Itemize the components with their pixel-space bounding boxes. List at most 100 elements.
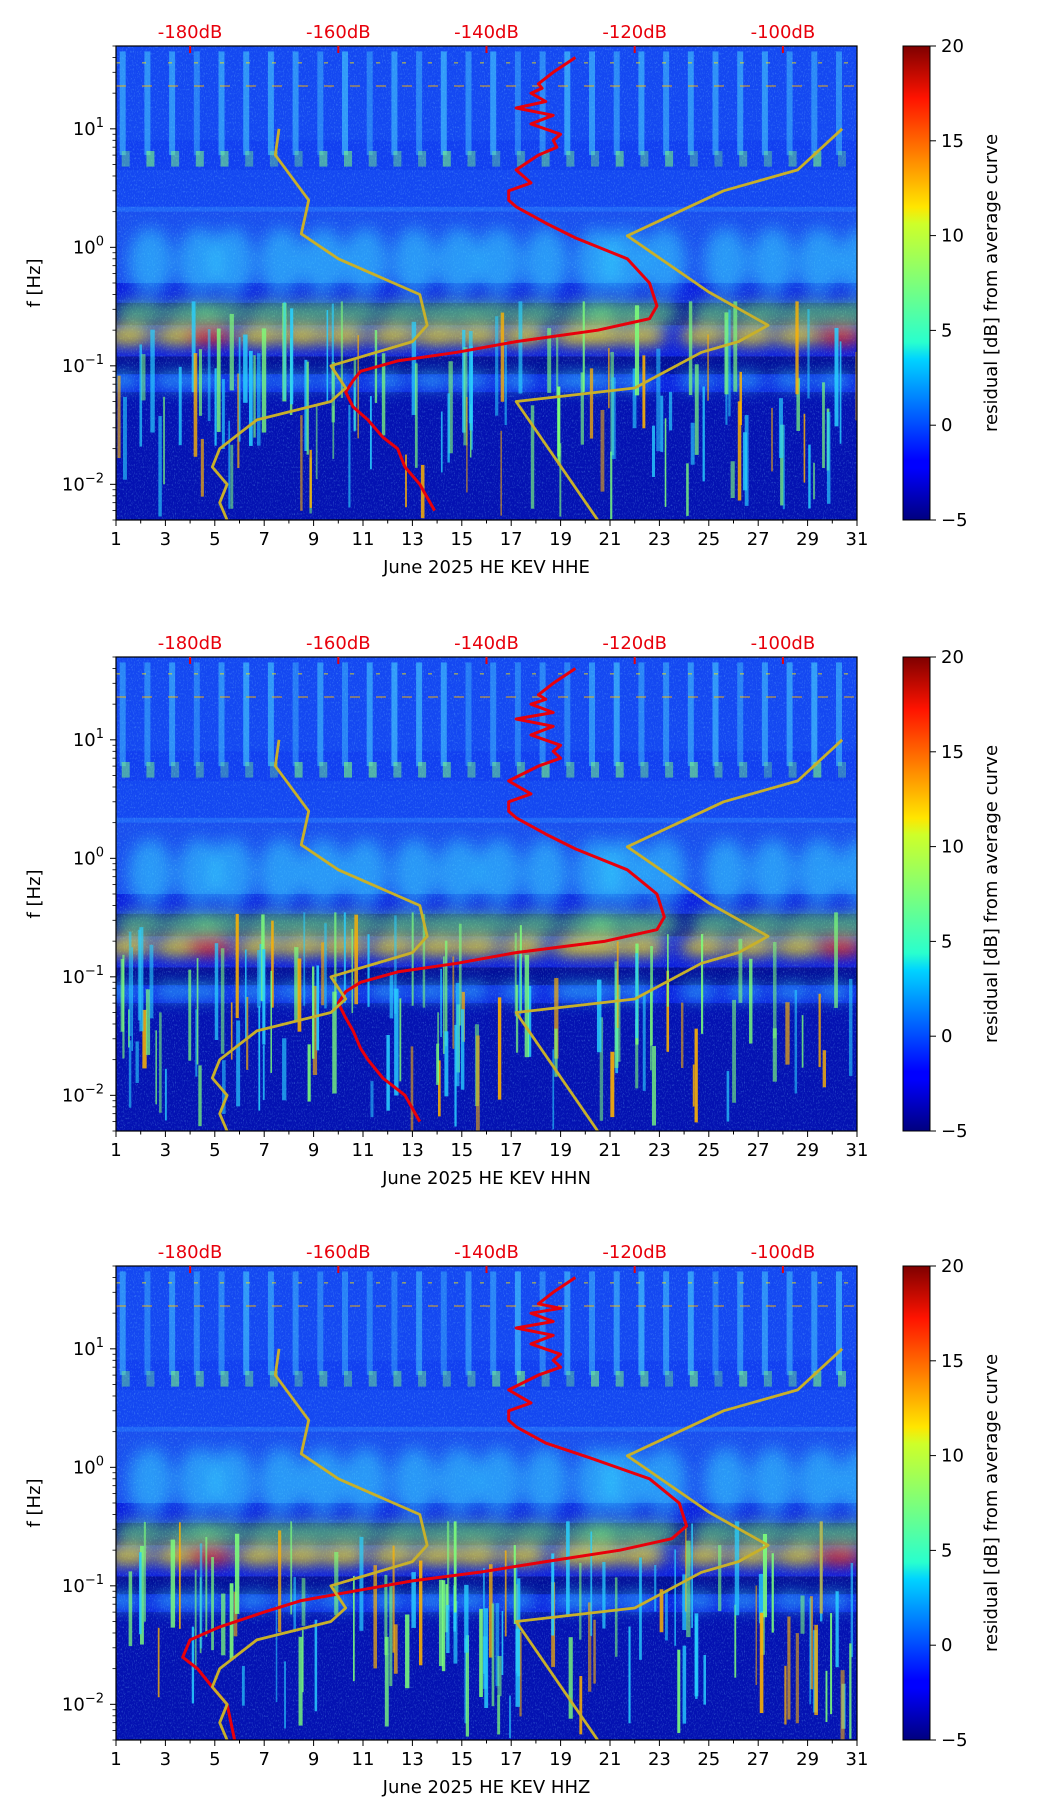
day-streak	[490, 662, 497, 767]
transient-streak	[818, 993, 821, 1068]
storm-tail	[588, 911, 641, 936]
day-streak	[811, 1271, 818, 1376]
storm-peak	[368, 326, 417, 345]
transient-streak	[728, 309, 731, 417]
transient-streak	[848, 978, 853, 1076]
day-streak	[836, 51, 843, 156]
day-streak	[712, 1271, 719, 1376]
day-streak-dot	[344, 150, 353, 167]
day-streak-dot	[195, 761, 204, 778]
storm-tail	[509, 911, 562, 936]
transient-streak	[813, 462, 815, 500]
x-tick-label: 11	[352, 1140, 375, 1161]
day-streak	[589, 51, 596, 156]
transient-streak	[632, 368, 637, 429]
storm-peak	[618, 1546, 667, 1565]
storm-plume	[703, 228, 748, 297]
transient-streak	[303, 912, 306, 1006]
transient-streak	[695, 1616, 698, 1700]
transient-streak	[262, 1045, 265, 1100]
transient-streak	[211, 1556, 214, 1651]
day-streak	[836, 662, 843, 767]
transient-streak	[301, 1578, 306, 1626]
storm-tail	[825, 300, 857, 325]
storm-low	[116, 372, 143, 389]
storm-low	[450, 1592, 491, 1609]
day-streak-dot	[492, 150, 501, 167]
x-tick-label: 19	[549, 1140, 572, 1161]
colorbar-gradient	[902, 45, 931, 521]
transient-streak	[446, 1521, 450, 1610]
spectrogram-image	[116, 1266, 857, 1740]
day-streak-dot	[121, 1370, 130, 1387]
day-streak-dot	[739, 1370, 748, 1387]
x-tick-label: 25	[697, 529, 720, 550]
transient-streak	[257, 353, 261, 446]
storm-peak	[235, 326, 284, 345]
colorbar-label: residual [dB] from average curve	[981, 1354, 1002, 1652]
transient-streak	[656, 348, 661, 452]
y-tick-base: 10	[73, 848, 96, 869]
day-streak	[366, 51, 373, 156]
transient-streak	[500, 312, 505, 402]
transient-streak	[142, 1009, 147, 1069]
transient-streak	[448, 361, 453, 454]
storm-tail	[736, 911, 789, 936]
storm-peak	[499, 1546, 548, 1565]
transient-streak	[392, 1545, 395, 1653]
day-streak-dot	[516, 1370, 525, 1387]
daily-streaks	[119, 662, 871, 778]
day-streak	[737, 51, 744, 156]
day-streak-dot	[763, 150, 772, 167]
x-tick-label: 5	[209, 1140, 220, 1161]
transient-streak	[410, 1046, 414, 1131]
transient-streak	[600, 409, 605, 492]
transient-streak	[297, 958, 302, 1032]
y-tick-base: 10	[73, 730, 96, 751]
storm-low	[183, 983, 224, 1000]
storm-peak	[773, 937, 822, 956]
x-tick-label: 21	[599, 1749, 622, 1770]
transient-streak	[734, 1604, 737, 1678]
storm-tail	[378, 911, 431, 936]
transient-streak	[616, 941, 619, 1028]
overlay-curves	[181, 1276, 844, 1740]
transient-streak	[826, 411, 831, 504]
storm-plume	[301, 839, 346, 908]
transient-streak	[195, 1009, 198, 1077]
transient-streak	[321, 942, 325, 1006]
transient-streak	[734, 1521, 740, 1616]
transient-streak	[559, 443, 562, 517]
transient-streak	[497, 1695, 501, 1735]
y-tick-label: 100	[73, 1454, 104, 1478]
transient-streak	[411, 1572, 416, 1628]
transient-streak	[614, 1577, 618, 1657]
transient-streak	[117, 375, 121, 459]
transient-streak	[469, 404, 472, 458]
transient-streak	[840, 1670, 845, 1740]
colorbar-tick-label: 5	[941, 931, 952, 952]
y-axis-label: f [Hz]	[24, 869, 45, 918]
transient-streak	[188, 969, 192, 1061]
day-streak-dot	[863, 762, 871, 778]
x-tick-label: 17	[500, 1140, 523, 1161]
storm-tail	[195, 911, 248, 936]
storm-tail	[689, 1520, 742, 1545]
x-tick-label: 1	[110, 1140, 121, 1161]
transient-streak	[290, 308, 294, 405]
transient-streak	[384, 1574, 388, 1656]
transient-streak	[290, 1521, 293, 1615]
day-streak-dot	[121, 150, 130, 167]
colorbar-label: residual [dB] from average curve	[981, 745, 1002, 1043]
storm-plume	[177, 1448, 222, 1517]
transient-streak	[216, 328, 221, 432]
transient-streak	[610, 1051, 615, 1118]
day-streak-dot	[245, 150, 254, 167]
transient-streak	[556, 335, 559, 397]
day-streak	[638, 662, 645, 767]
transient-streak	[230, 444, 234, 509]
y-tick-base: 10	[62, 1576, 85, 1597]
day-streak	[391, 662, 398, 767]
transient-streak	[367, 934, 370, 1007]
day-streak	[440, 51, 447, 156]
